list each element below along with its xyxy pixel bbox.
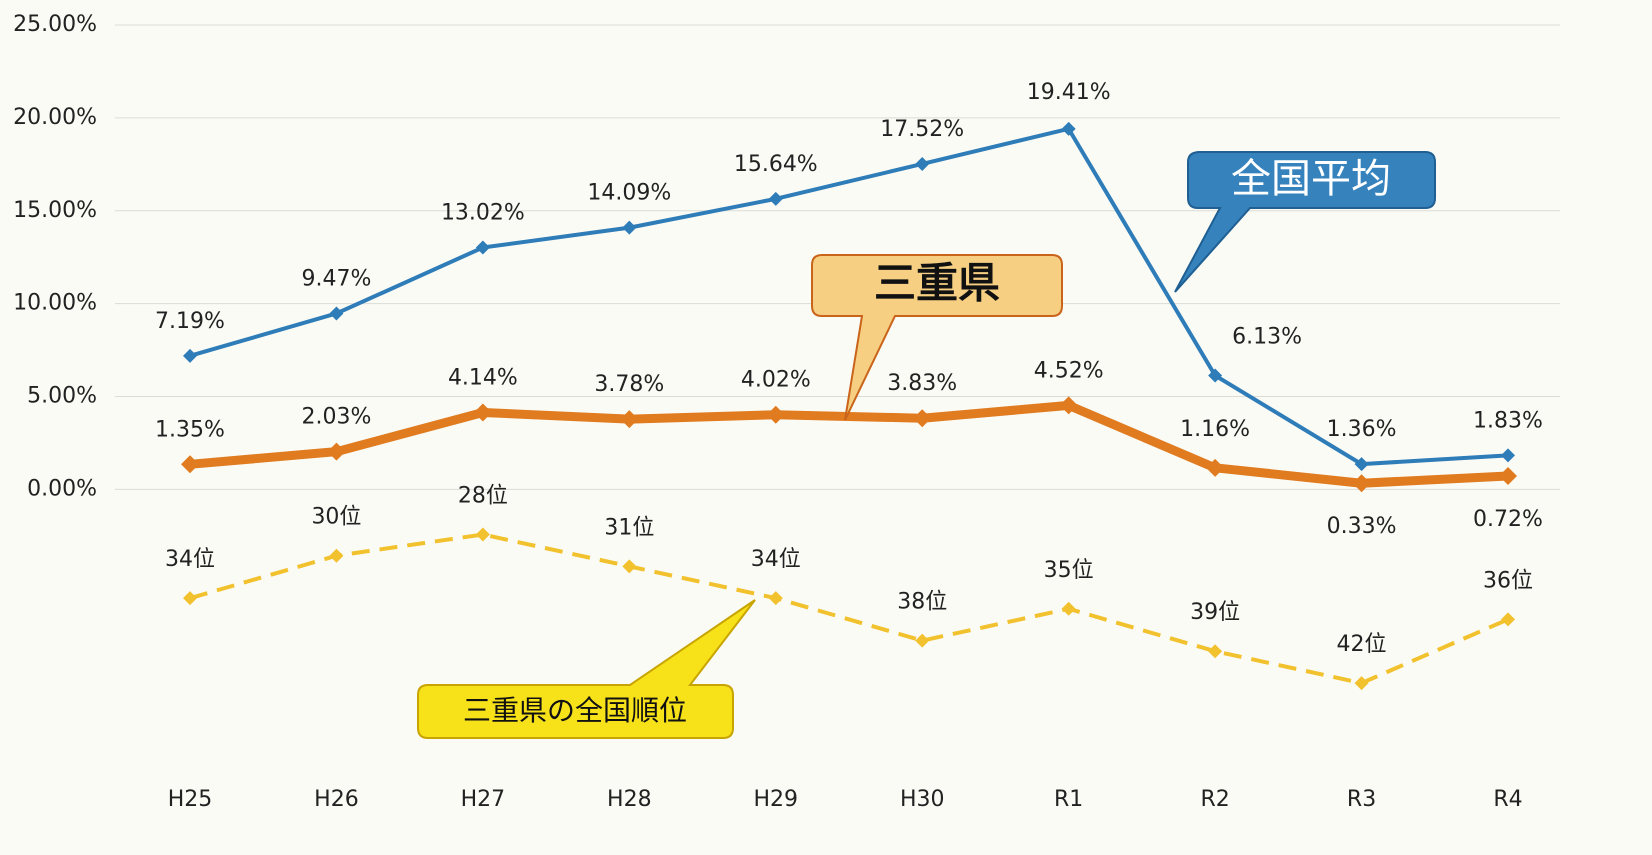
y-tick-label: 25.00% xyxy=(13,12,97,37)
callout-box xyxy=(417,599,756,739)
point xyxy=(475,240,490,255)
x-tick-label: H30 xyxy=(900,787,945,812)
x-tick-label: R1 xyxy=(1054,787,1083,812)
point xyxy=(327,442,346,461)
data-label: 34位 xyxy=(751,547,801,572)
callout-national: 全国平均 xyxy=(1174,151,1436,293)
data-label: 3.78% xyxy=(594,372,664,397)
marks xyxy=(181,121,1517,691)
point xyxy=(915,156,930,171)
callout-box xyxy=(811,254,1063,421)
x-tick-label: H25 xyxy=(168,787,213,812)
data-label: 3.83% xyxy=(887,371,957,396)
data-label: 28位 xyxy=(458,483,508,508)
point xyxy=(768,591,783,606)
data-label: 1.16% xyxy=(1180,417,1250,442)
point xyxy=(1499,467,1517,486)
point xyxy=(1501,448,1515,463)
series-line xyxy=(189,532,1509,686)
x-tick-label: H29 xyxy=(754,787,799,812)
data-label: 34位 xyxy=(165,547,215,572)
data-label: 35位 xyxy=(1044,558,1094,583)
callout-rank: 三重県の全国順位 xyxy=(417,599,756,739)
data-label: 38位 xyxy=(897,590,947,615)
point xyxy=(183,348,197,363)
data-label: 0.72% xyxy=(1473,507,1543,532)
x-tick-label: H27 xyxy=(461,787,506,812)
data-label: 19.41% xyxy=(1027,80,1111,105)
series-line xyxy=(189,400,1509,488)
point xyxy=(1061,121,1076,136)
x-tick-label: R4 xyxy=(1493,787,1522,812)
y-tick-label: 15.00% xyxy=(13,198,97,223)
data-label: 2.03% xyxy=(301,405,371,430)
point xyxy=(1501,612,1515,627)
callout-label: 三重県 xyxy=(874,259,1000,308)
point xyxy=(1354,676,1369,691)
data-label: 15.64% xyxy=(734,152,818,177)
point xyxy=(1208,644,1223,659)
data-label: 9.47% xyxy=(301,266,371,291)
callout-label: 全国平均 xyxy=(1231,156,1391,202)
data-label: 14.09% xyxy=(587,181,671,206)
x-tick-label: H28 xyxy=(607,787,652,812)
data-label: 0.33% xyxy=(1327,514,1397,539)
point xyxy=(329,548,344,563)
data-label: 4.14% xyxy=(448,365,518,390)
point xyxy=(473,403,492,422)
point xyxy=(913,409,932,428)
data-label: 4.52% xyxy=(1034,358,1104,383)
point xyxy=(768,191,783,206)
point xyxy=(620,410,639,429)
data-label: 30位 xyxy=(311,505,361,530)
point xyxy=(1208,368,1223,383)
point xyxy=(1354,457,1369,472)
y-tick-label: 0.00% xyxy=(27,476,97,501)
y-tick-label: 20.00% xyxy=(13,105,97,130)
point xyxy=(766,405,785,424)
point xyxy=(622,220,637,235)
data-label: 1.35% xyxy=(155,417,225,442)
data-label: 13.02% xyxy=(441,201,525,226)
x-tick-label: H26 xyxy=(314,787,359,812)
x-tick-label: R2 xyxy=(1200,787,1229,812)
point xyxy=(622,559,637,574)
series-line xyxy=(189,126,1509,467)
point xyxy=(183,591,197,606)
callout-label: 三重県の全国順位 xyxy=(463,694,687,727)
point xyxy=(329,306,344,321)
data-label: 7.19% xyxy=(155,309,225,334)
data-label: 1.36% xyxy=(1327,417,1397,442)
point xyxy=(181,455,199,474)
data-label: 39位 xyxy=(1190,600,1240,625)
data-label: 31位 xyxy=(604,515,654,540)
y-tick-label: 10.00% xyxy=(13,291,97,316)
point xyxy=(1061,601,1076,616)
point xyxy=(1352,474,1371,493)
data-label: 36位 xyxy=(1483,568,1533,593)
y-tick-label: 5.00% xyxy=(27,384,97,409)
x-tick-label: R3 xyxy=(1347,787,1376,812)
data-label: 6.13% xyxy=(1232,325,1302,350)
data-label: 42位 xyxy=(1337,632,1387,657)
callout-mie: 三重県 xyxy=(811,254,1063,421)
data-label: 4.02% xyxy=(741,368,811,393)
point xyxy=(1059,396,1078,415)
callout-box xyxy=(1174,151,1436,293)
point xyxy=(915,633,930,648)
point xyxy=(475,527,490,542)
point xyxy=(1206,458,1225,477)
data-label: 1.83% xyxy=(1473,408,1543,433)
data-label: 17.52% xyxy=(880,117,964,142)
